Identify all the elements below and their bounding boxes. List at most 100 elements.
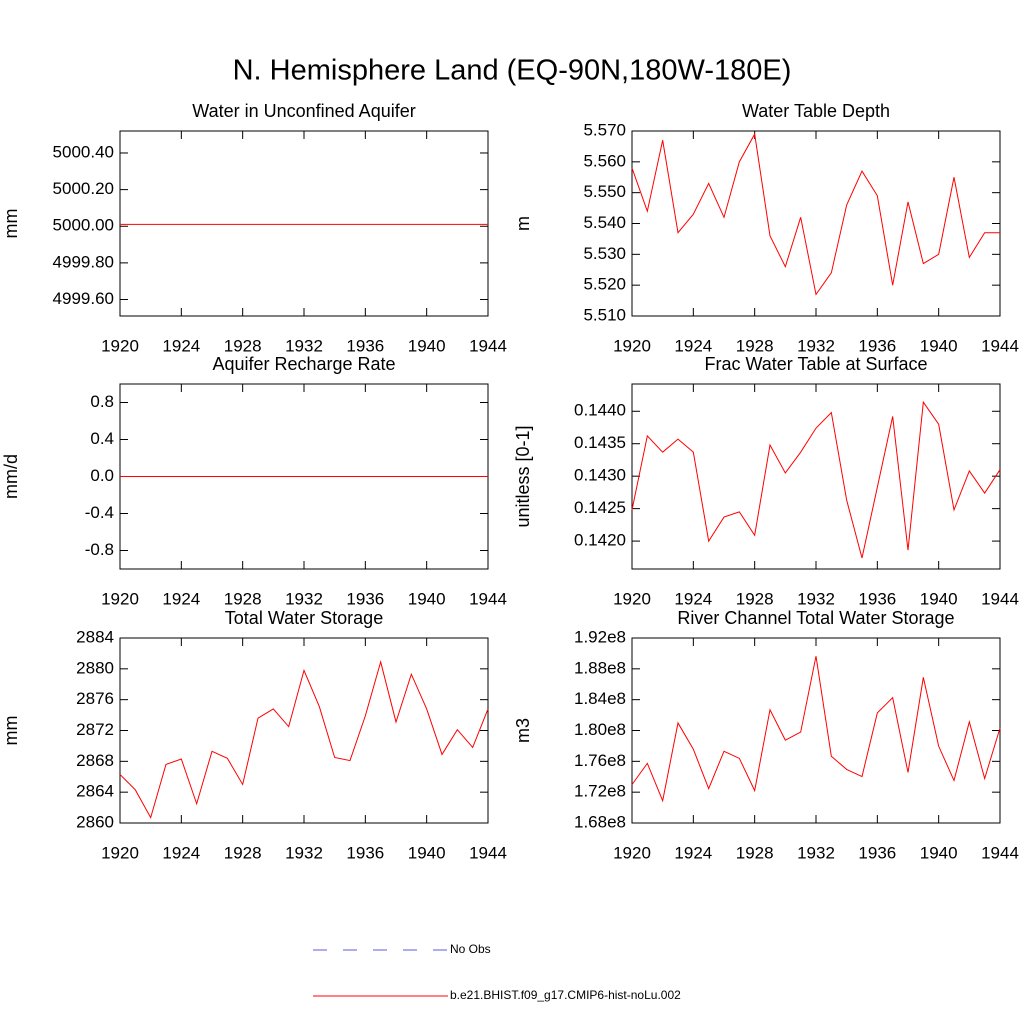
x-tick-label: 1944 (981, 336, 1019, 355)
x-tick-label: 1920 (613, 589, 651, 608)
y-tick-label: 2880 (76, 658, 114, 677)
x-tick-label: 1940 (920, 843, 958, 862)
x-tick-label: 1928 (224, 589, 262, 608)
y-tick-label: -0.8 (85, 540, 114, 559)
y-tick-label: 0.8 (90, 392, 114, 411)
y-tick-label: 5.560 (583, 151, 626, 170)
x-tick-label: 1924 (674, 843, 712, 862)
y-tick-label: -0.4 (85, 503, 114, 522)
plot-frame (119, 130, 489, 317)
x-tick-label: 1924 (162, 589, 200, 608)
y-axis-label: mm (1, 716, 21, 746)
legend-label: No Obs (450, 942, 491, 956)
x-tick-label: 1936 (858, 336, 896, 355)
y-axis-label: mm (1, 209, 21, 239)
y-tick-label: 5.530 (583, 244, 626, 263)
y-tick-label: 0.1425 (574, 498, 626, 517)
x-tick-label: 1924 (162, 336, 200, 355)
x-tick-label: 1944 (469, 336, 507, 355)
y-tick-label: 1.76e8 (574, 751, 626, 770)
x-tick-label: 1944 (469, 843, 507, 862)
x-tick-label: 1924 (674, 589, 712, 608)
x-tick-label: 1940 (920, 589, 958, 608)
y-tick-label: 1.88e8 (574, 658, 626, 677)
y-tick-label: 4999.60 (53, 289, 114, 308)
plot-frame (631, 637, 1001, 824)
x-tick-label: 1936 (346, 589, 384, 608)
x-tick-label: 1936 (858, 843, 896, 862)
x-tick-label: 1940 (408, 336, 446, 355)
x-tick-label: 1920 (613, 336, 651, 355)
x-tick-label: 1920 (101, 589, 139, 608)
y-tick-label: 5.550 (583, 182, 626, 201)
y-tick-label: 0.0 (90, 466, 114, 485)
y-tick-label: 1.72e8 (574, 782, 626, 801)
y-tick-label: 5.520 (583, 275, 626, 294)
x-tick-label: 1920 (101, 336, 139, 355)
x-tick-label: 1928 (736, 589, 774, 608)
x-tick-label: 1932 (285, 589, 323, 608)
x-tick-label: 1928 (736, 843, 774, 862)
panel-title: Water Table Depth (742, 101, 890, 121)
plot-frame (119, 637, 489, 824)
y-axis-label: m3 (513, 718, 533, 743)
data-line (631, 132, 1000, 296)
x-tick-label: 1940 (408, 843, 446, 862)
y-tick-label: 1.92e8 (574, 627, 626, 646)
panel-title: Frac Water Table at Surface (704, 354, 927, 374)
panel-title: Water in Unconfined Aquifer (192, 101, 415, 121)
x-tick-label: 1924 (674, 336, 712, 355)
y-tick-label: 5000.00 (53, 216, 114, 235)
y-tick-label: 2872 (76, 720, 114, 739)
y-tick-label: 0.4 (90, 429, 114, 448)
y-tick-label: 1.68e8 (574, 812, 626, 831)
legend-label: b.e21.BHIST.f09_g17.CMIP6-hist-noLu.002 (450, 988, 681, 1002)
y-tick-label: 0.1440 (574, 401, 626, 420)
y-tick-label: 2876 (76, 689, 114, 708)
y-tick-label: 0.1435 (574, 433, 626, 452)
panel-title: River Channel Total Water Storage (677, 608, 954, 628)
y-tick-label: 5000.40 (53, 142, 114, 161)
y-tick-label: 1.84e8 (574, 689, 626, 708)
x-tick-label: 1932 (285, 336, 323, 355)
data-line (631, 656, 1001, 803)
x-tick-label: 1940 (920, 336, 958, 355)
y-tick-label: 4999.80 (53, 252, 114, 271)
y-tick-label: 2868 (76, 751, 114, 770)
x-tick-label: 1928 (736, 336, 774, 355)
y-tick-label: 5.510 (583, 305, 626, 324)
y-tick-label: 2864 (76, 782, 114, 801)
x-tick-label: 1936 (346, 843, 384, 862)
data-line (119, 659, 489, 819)
x-tick-label: 1932 (797, 843, 835, 862)
x-tick-label: 1932 (285, 843, 323, 862)
x-tick-label: 1944 (469, 589, 507, 608)
y-axis-label: mm/d (1, 454, 21, 499)
y-tick-label: 0.1420 (574, 531, 626, 550)
y-tick-label: 1.80e8 (574, 720, 626, 739)
y-tick-label: 5.540 (583, 213, 626, 232)
y-tick-label: 5.570 (583, 120, 626, 139)
x-tick-label: 1932 (797, 589, 835, 608)
data-line (631, 400, 1001, 559)
x-tick-label: 1940 (408, 589, 446, 608)
y-axis-label: unitless [0-1] (513, 425, 533, 527)
x-tick-label: 1920 (613, 843, 651, 862)
y-tick-label: 0.1430 (574, 466, 626, 485)
y-tick-label: 2860 (76, 812, 114, 831)
plot-frame (631, 383, 1001, 570)
x-tick-label: 1928 (224, 843, 262, 862)
x-tick-label: 1920 (101, 843, 139, 862)
y-tick-label: 2884 (76, 627, 114, 646)
x-tick-label: 1932 (797, 336, 835, 355)
panel-title: Total Water Storage (225, 608, 383, 628)
x-tick-label: 1944 (981, 589, 1019, 608)
y-axis-label: m (513, 216, 533, 231)
panel-title: Aquifer Recharge Rate (212, 354, 395, 374)
figure-title: N. Hemisphere Land (EQ-90N,180W-180E) (233, 55, 792, 87)
y-tick-label: 5000.20 (53, 179, 114, 198)
x-tick-label: 1928 (224, 336, 262, 355)
x-tick-label: 1924 (162, 843, 200, 862)
